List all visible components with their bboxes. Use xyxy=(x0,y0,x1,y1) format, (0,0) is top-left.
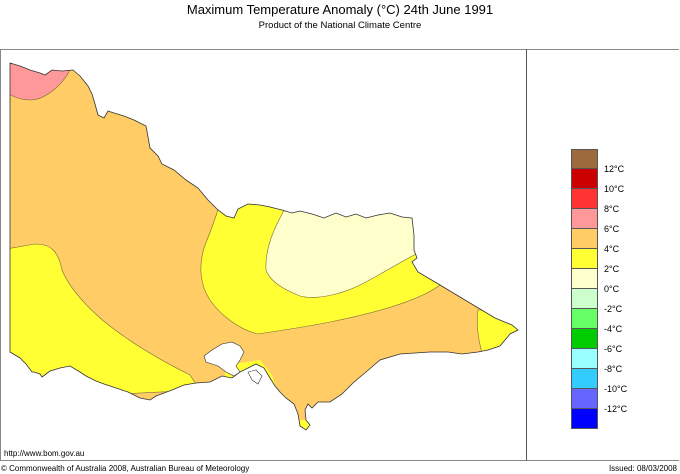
legend-swatch-2-4 xyxy=(571,249,598,269)
legend-label: 4°C xyxy=(604,244,620,254)
legend-swatch-minus2-0 xyxy=(571,289,598,309)
color-legend xyxy=(571,149,598,429)
legend-label: -2°C xyxy=(604,304,623,314)
legend-label: 10°C xyxy=(604,184,625,194)
map-subtitle: Product of the National Climate Centre xyxy=(258,20,422,31)
legend-swatch-4-6 xyxy=(571,229,598,249)
legend-label: -12°C xyxy=(604,404,628,414)
legend-label: -8°C xyxy=(604,364,623,374)
legend-swatch-10-12 xyxy=(571,169,598,189)
legend-label: -4°C xyxy=(604,324,623,334)
legend-swatch-minus4-minus2 xyxy=(571,309,598,329)
legend-swatch-minus12-minus10 xyxy=(571,389,598,409)
legend-label: 2°C xyxy=(604,264,620,274)
map-title: Maximum Temperature Anomaly (°C) 24th Ju… xyxy=(186,2,494,17)
legend-swatch-above-12 xyxy=(571,149,598,169)
copyright-notice: © Commonwealth of Australia 2008, Austra… xyxy=(1,464,250,473)
legend-label: 0°C xyxy=(604,284,620,294)
map-frame xyxy=(0,49,679,461)
legend-label: 6°C xyxy=(604,224,620,234)
legend-label: 12°C xyxy=(604,164,625,174)
legend-swatch-6-8 xyxy=(571,209,598,229)
legend-label: 8°C xyxy=(604,204,620,214)
issued-date: Issued: 08/03/2008 xyxy=(608,464,677,473)
bom-url-link[interactable]: http://www.bom.gov.au xyxy=(4,449,85,458)
legend-swatch-minus6-minus4 xyxy=(571,329,598,349)
legend-swatch-minus8-minus6 xyxy=(571,349,598,369)
legend-swatch-0-2 xyxy=(571,269,598,289)
legend-swatch-minus10-minus8 xyxy=(571,369,598,389)
legend-label: -10°C xyxy=(604,384,628,394)
legend-swatch-below-minus12 xyxy=(571,409,598,429)
legend-label: -6°C xyxy=(604,344,623,354)
legend-swatch-8-10 xyxy=(571,189,598,209)
legend-divider xyxy=(526,49,527,461)
